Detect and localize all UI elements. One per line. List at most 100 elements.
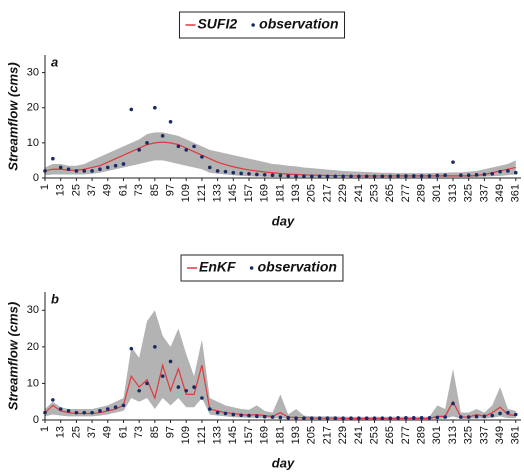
obs-point — [270, 415, 275, 419]
x-tick-label: 61 — [117, 184, 129, 196]
x-tick-label: 205 — [306, 426, 318, 444]
legend-box — [178, 11, 346, 39]
x-tick-label: 301 — [431, 184, 443, 202]
x-tick-label: 109 — [180, 426, 192, 444]
x-tick-label: 205 — [306, 184, 318, 202]
x-tick-label: 157 — [243, 426, 255, 444]
x-tick-label: 217 — [321, 426, 333, 444]
obs-point — [396, 174, 400, 178]
x-tick-label: 301 — [431, 426, 443, 444]
x-tick-label: 277 — [400, 184, 412, 202]
obs-point — [317, 416, 322, 420]
x-tick-label: 349 — [494, 426, 506, 444]
obs-point — [435, 415, 440, 420]
obs-point — [451, 401, 455, 406]
obs-point — [364, 174, 369, 179]
y-tick-label: 30 — [27, 304, 39, 316]
obs-point — [153, 105, 157, 110]
obs-point — [255, 414, 259, 419]
y-tick-label: 10 — [27, 377, 39, 389]
obs-point — [200, 155, 204, 159]
x-tick-label: 325 — [463, 184, 475, 202]
obs-point — [223, 411, 228, 416]
legend-label: SUFI2 — [197, 16, 237, 32]
x-tick-label: 181 — [274, 426, 286, 444]
obs-point — [411, 174, 416, 178]
obs-point — [192, 144, 196, 149]
obs-point — [168, 359, 173, 364]
obs-point — [239, 171, 243, 176]
obs-point — [349, 174, 353, 179]
x-tick-label: 145 — [227, 426, 239, 444]
obs-point — [90, 169, 94, 173]
x-tick-label: 25 — [70, 426, 82, 438]
x-tick-label: 289 — [416, 426, 428, 444]
obs-point — [129, 107, 134, 112]
obs-point — [145, 381, 149, 386]
x-tick-label: 133 — [212, 426, 224, 444]
x-tick-label: 253 — [368, 426, 380, 444]
y-tick-label: 30 — [27, 66, 39, 78]
obs-point — [231, 170, 236, 175]
x-axis-title: day — [272, 455, 295, 470]
obs-point — [506, 169, 510, 173]
obs-point — [388, 416, 393, 420]
obs-point — [74, 410, 79, 415]
x-tick-label: 241 — [353, 184, 365, 202]
obs-point — [215, 169, 220, 173]
x-tick-label: 289 — [416, 184, 428, 202]
x-tick-label: 37 — [86, 426, 98, 438]
x-tick-label: 73 — [133, 426, 145, 438]
obs-point — [121, 162, 126, 166]
obs-point — [98, 409, 102, 413]
legend-label: observation — [259, 16, 338, 32]
obs-point — [262, 414, 267, 419]
obs-point — [255, 172, 259, 177]
obs-point — [302, 174, 306, 179]
obs-point — [309, 174, 314, 179]
obs-point — [98, 167, 102, 172]
x-tick-label: 85 — [149, 184, 161, 196]
x-tick-label: 313 — [447, 426, 459, 444]
x-tick-label: 169 — [259, 184, 271, 202]
y-axis-title: Streamflow (cms) — [5, 62, 20, 170]
obs-point — [262, 173, 267, 177]
obs-point — [341, 416, 345, 420]
obs-point — [82, 169, 87, 173]
obs-point — [82, 410, 87, 415]
legend: EnKF observation — [180, 254, 344, 282]
x-tick-label: 145 — [227, 184, 239, 202]
obs-point — [474, 414, 479, 419]
x-tick-label: 121 — [196, 426, 208, 444]
obs-point — [490, 413, 495, 418]
x-tick-label: 121 — [196, 184, 208, 202]
obs-point — [380, 416, 385, 420]
y-tick-label: 20 — [27, 102, 39, 114]
obs-point — [51, 398, 55, 402]
obs-point — [372, 174, 377, 179]
x-tick-label: 265 — [384, 184, 396, 202]
obs-point — [482, 414, 487, 419]
obs-point — [58, 407, 63, 411]
x-tick-label: 97 — [164, 426, 176, 438]
x-tick-label: 193 — [290, 426, 302, 444]
obs-point — [388, 174, 393, 179]
x-tick-label: 1 — [39, 426, 51, 432]
x-tick-label: 73 — [133, 184, 145, 196]
obs-point — [90, 410, 94, 415]
obs-point — [427, 416, 432, 420]
obs-point — [482, 172, 487, 177]
obs-point — [113, 163, 118, 168]
obs-point — [357, 174, 361, 179]
y-tick-label: 20 — [27, 341, 39, 353]
x-tick-label: 229 — [337, 426, 349, 444]
obs-point — [278, 173, 283, 178]
obs-point — [349, 416, 353, 420]
obs-point — [153, 345, 157, 349]
obs-point — [419, 416, 424, 420]
legend-dot — [251, 23, 255, 27]
obs-point — [474, 173, 479, 177]
obs-point — [317, 174, 322, 179]
x-tick-label: 1 — [39, 184, 51, 190]
obs-point — [466, 173, 471, 177]
